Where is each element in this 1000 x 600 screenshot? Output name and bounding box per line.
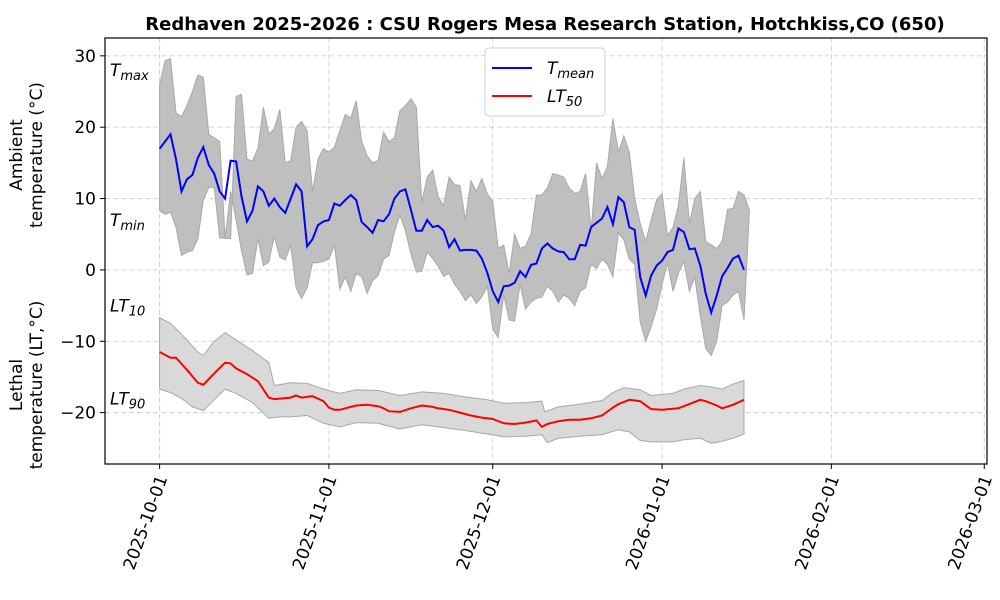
y-axis-label-lethal: Lethal temperature (LT,°C): [7, 301, 47, 470]
x-tick-label: 2026-01-01: [622, 473, 675, 573]
plot-frame: [104, 37, 988, 465]
y-axis-label-ambient: Ambient temperature (°C): [7, 82, 47, 228]
annotation-lt90: LT90: [110, 389, 145, 412]
lt10-lt90-band: [159, 316, 745, 444]
legend: Tmean LT50: [484, 47, 606, 117]
y-tick-label: 10: [74, 190, 96, 210]
series-lines: [158, 131, 745, 429]
x-tick-label: 2025-12-01: [453, 473, 506, 573]
ylabel-bottom-line1: Lethal: [7, 359, 27, 411]
annotation-lt10: LT10: [110, 297, 145, 320]
ylabel-top-line1: Ambient: [7, 119, 27, 191]
lt50-line: [159, 351, 745, 429]
chart-title: Redhaven 2025-2026 : CSU Rogers Mesa Res…: [145, 14, 944, 35]
tmean-line: [158, 131, 745, 317]
bands: [159, 57, 750, 444]
x-tick-label: 2026-02-01: [791, 473, 844, 573]
y-tick-label: −20: [60, 404, 96, 424]
y-tick-label: 30: [74, 47, 96, 67]
x-tick-label: 2025-10-01: [120, 473, 173, 573]
annotation-tmax: Tmax: [110, 61, 149, 84]
y-tick-label: 20: [74, 118, 96, 138]
y-tick-label: −10: [60, 332, 96, 352]
x-tick-label: 2026-03-01: [944, 473, 997, 573]
x-tick-label: 2025-11-01: [289, 473, 342, 573]
ylabel-bottom-line2: temperature (LT,°C): [27, 301, 47, 470]
ylabel-top-line2: temperature (°C): [27, 82, 47, 228]
band-annotations: Tmax Tmin LT10 LT90: [110, 61, 149, 412]
legend-label-50: LT50: [547, 87, 582, 110]
y-tick-label: 0: [85, 261, 96, 281]
annotation-tmin: Tmin: [110, 211, 145, 234]
legend-label-mean: Tmean: [547, 59, 594, 82]
tmax-tmin-band: [159, 57, 750, 357]
